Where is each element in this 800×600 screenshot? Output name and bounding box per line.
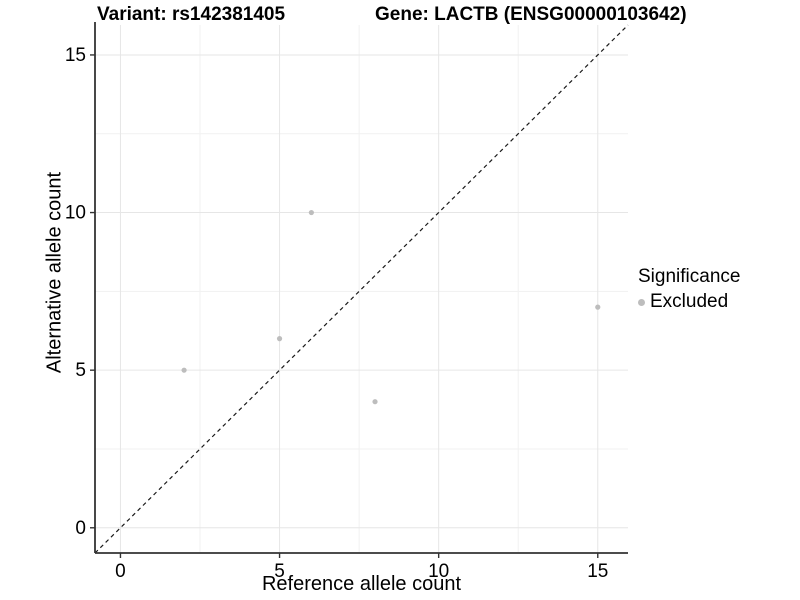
- data-point: [181, 367, 187, 373]
- y-axis-label: Alternative allele count: [43, 171, 66, 374]
- y-tick-label: 10: [65, 203, 86, 224]
- x-tick-label: 5: [274, 561, 285, 582]
- legend-item-label: Excluded: [650, 291, 729, 312]
- x-axis-label: Reference allele count: [261, 573, 461, 595]
- x-tick-label: 0: [115, 561, 126, 582]
- data-point: [595, 304, 601, 310]
- legend-point-icon: [638, 298, 645, 306]
- y-tick-label: 5: [75, 360, 86, 381]
- legend: Significance Excluded: [638, 266, 740, 313]
- x-tick-label: 15: [587, 561, 608, 582]
- identity-line: [94, 24, 629, 554]
- plot-title-variant: Variant: rs142381405: [97, 4, 286, 25]
- data-point: [308, 209, 314, 216]
- y-tick-label: 15: [65, 45, 86, 66]
- legend-item-excluded: Excluded: [638, 291, 740, 313]
- data-point: [276, 336, 283, 342]
- legend-title: Significance: [638, 266, 741, 287]
- x-tick-label: 10: [428, 561, 449, 582]
- data-point: [372, 399, 378, 405]
- y-tick-label: 0: [75, 518, 86, 539]
- plot-title-gene: Gene: LACTB (ENSG00000103642): [375, 4, 687, 25]
